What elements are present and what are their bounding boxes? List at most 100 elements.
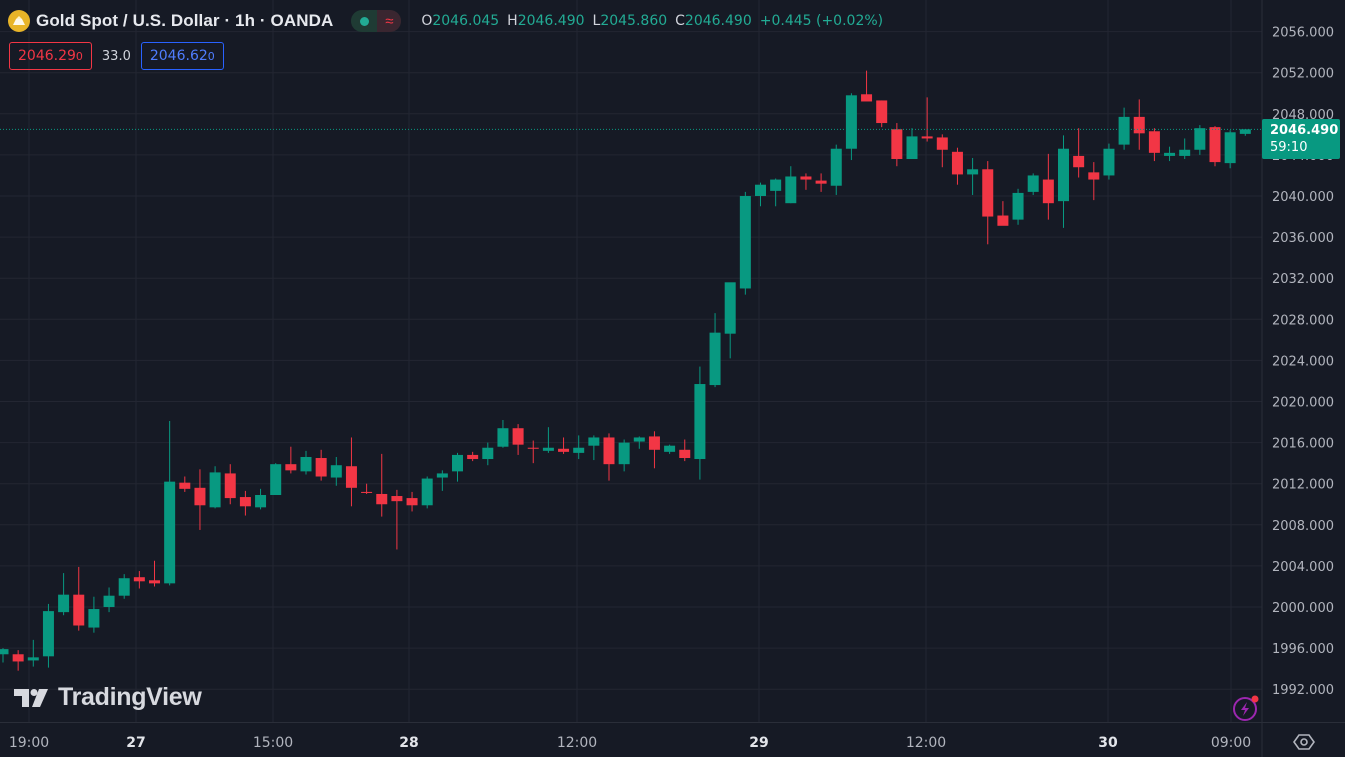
- y-tick-label: 2012.000: [1272, 478, 1334, 493]
- y-tick-label: 2008.000: [1272, 519, 1334, 534]
- candle: [603, 433, 615, 481]
- candle: [1239, 129, 1251, 136]
- high-label: H: [507, 13, 518, 29]
- candle: [1194, 125, 1206, 155]
- candle: [497, 419, 509, 448]
- candle: [1073, 128, 1085, 178]
- close-label: C: [675, 13, 685, 29]
- candle: [27, 639, 39, 667]
- candle: [512, 424, 524, 455]
- gold-symbol-logo[interactable]: [8, 10, 30, 32]
- candle: [118, 574, 130, 599]
- y-tick-label: 2028.000: [1272, 313, 1334, 328]
- ohlc-values: O2046.045 H2046.490 L2045.860 C2046.490 …: [421, 13, 883, 29]
- candle: [558, 437, 570, 454]
- legend: Gold Spot / U.S. Dollar · 1h · OANDA ≈ O…: [8, 8, 883, 34]
- candle: [633, 436, 645, 449]
- candle: [542, 427, 554, 453]
- candle: [239, 490, 251, 516]
- candle: [755, 182, 766, 207]
- y-tick-label: 2020.000: [1272, 396, 1334, 411]
- open-label: O: [421, 13, 433, 29]
- bar-countdown: 59:10: [1270, 140, 1308, 155]
- candle: [330, 456, 342, 486]
- candle: [452, 452, 463, 482]
- x-tick-label: 15:00: [253, 735, 293, 751]
- candle: [1209, 126, 1221, 167]
- candle: [164, 421, 176, 586]
- y-tick-label: 1996.000: [1272, 642, 1334, 657]
- candle: [1118, 107, 1130, 150]
- candle: [1224, 130, 1236, 169]
- candle: [906, 128, 918, 160]
- y-tick-label: 2016.000: [1272, 437, 1334, 452]
- candle: [179, 476, 191, 492]
- candle: [1148, 128, 1160, 162]
- candle: [951, 147, 963, 185]
- delayed-data-icon: ≈: [377, 10, 402, 32]
- y-tick-label: 2056.000: [1272, 26, 1334, 41]
- lightning-icon[interactable]: [1232, 694, 1260, 722]
- candle: [73, 566, 85, 631]
- sell-price-fraction: 0: [75, 49, 83, 63]
- candle: [315, 449, 327, 481]
- candle: [1012, 188, 1024, 225]
- candle: [361, 483, 373, 494]
- tradingview-logo[interactable]: TradingView: [14, 683, 202, 712]
- candle: [58, 573, 70, 616]
- candle: [618, 439, 630, 472]
- candle: [345, 437, 357, 507]
- market-status-pill[interactable]: ≈: [351, 10, 402, 32]
- candle: [103, 587, 115, 613]
- y-tick-label: 2036.000: [1272, 231, 1334, 246]
- candle: [936, 134, 948, 168]
- candle: [391, 489, 403, 550]
- candle: [800, 173, 812, 190]
- chart-settings-icon[interactable]: [1293, 731, 1315, 753]
- tradingview-logo-icon: [14, 688, 48, 707]
- quote-panel: 2046.29 0 33.0 2046.62 0: [9, 41, 224, 71]
- x-tick-label: 19:00: [9, 735, 49, 751]
- candle: [588, 435, 600, 461]
- market-open-dot-icon: [359, 16, 369, 26]
- candle: [224, 464, 236, 505]
- candle: [891, 123, 903, 167]
- candle: [739, 191, 751, 295]
- candle: [845, 93, 857, 161]
- candle: [1058, 135, 1069, 228]
- candle: [285, 446, 297, 474]
- candle: [482, 442, 494, 466]
- y-tick-label: 1992.000: [1272, 683, 1334, 698]
- candle: [861, 70, 873, 102]
- candle: [467, 451, 479, 462]
- x-tick-label: 12:00: [557, 735, 597, 751]
- grid-lines: [0, 0, 1262, 722]
- change-value: +0.445 (+0.02%): [759, 13, 884, 29]
- y-tick-label: 2024.000: [1272, 354, 1334, 369]
- last-price-label: 2046.490 59:10: [1262, 119, 1340, 159]
- buy-button[interactable]: 2046.62 0: [140, 42, 224, 70]
- candle: [997, 201, 1009, 226]
- candle: [421, 476, 433, 509]
- candle: [830, 144, 842, 195]
- x-tick-label: 29: [749, 735, 768, 751]
- close-value: 2046.490: [684, 13, 752, 29]
- x-tick-label: 09:00: [1211, 735, 1251, 751]
- candle: [1042, 153, 1054, 220]
- sell-button[interactable]: 2046.29 0: [9, 42, 92, 70]
- candle: [12, 650, 24, 671]
- y-tick-label: 2040.000: [1272, 190, 1334, 205]
- candle: [406, 491, 418, 512]
- x-tick-label: 28: [399, 735, 418, 751]
- candle: [0, 648, 9, 663]
- candle: [1164, 146, 1176, 162]
- candle: [573, 435, 585, 460]
- sell-price: 2046.29: [18, 48, 76, 64]
- y-tick-label: 2000.000: [1272, 601, 1334, 616]
- candle: [967, 157, 979, 195]
- symbol-title[interactable]: Gold Spot / U.S. Dollar · 1h · OANDA: [36, 11, 334, 30]
- candle: [133, 571, 145, 589]
- candle: [1088, 162, 1100, 201]
